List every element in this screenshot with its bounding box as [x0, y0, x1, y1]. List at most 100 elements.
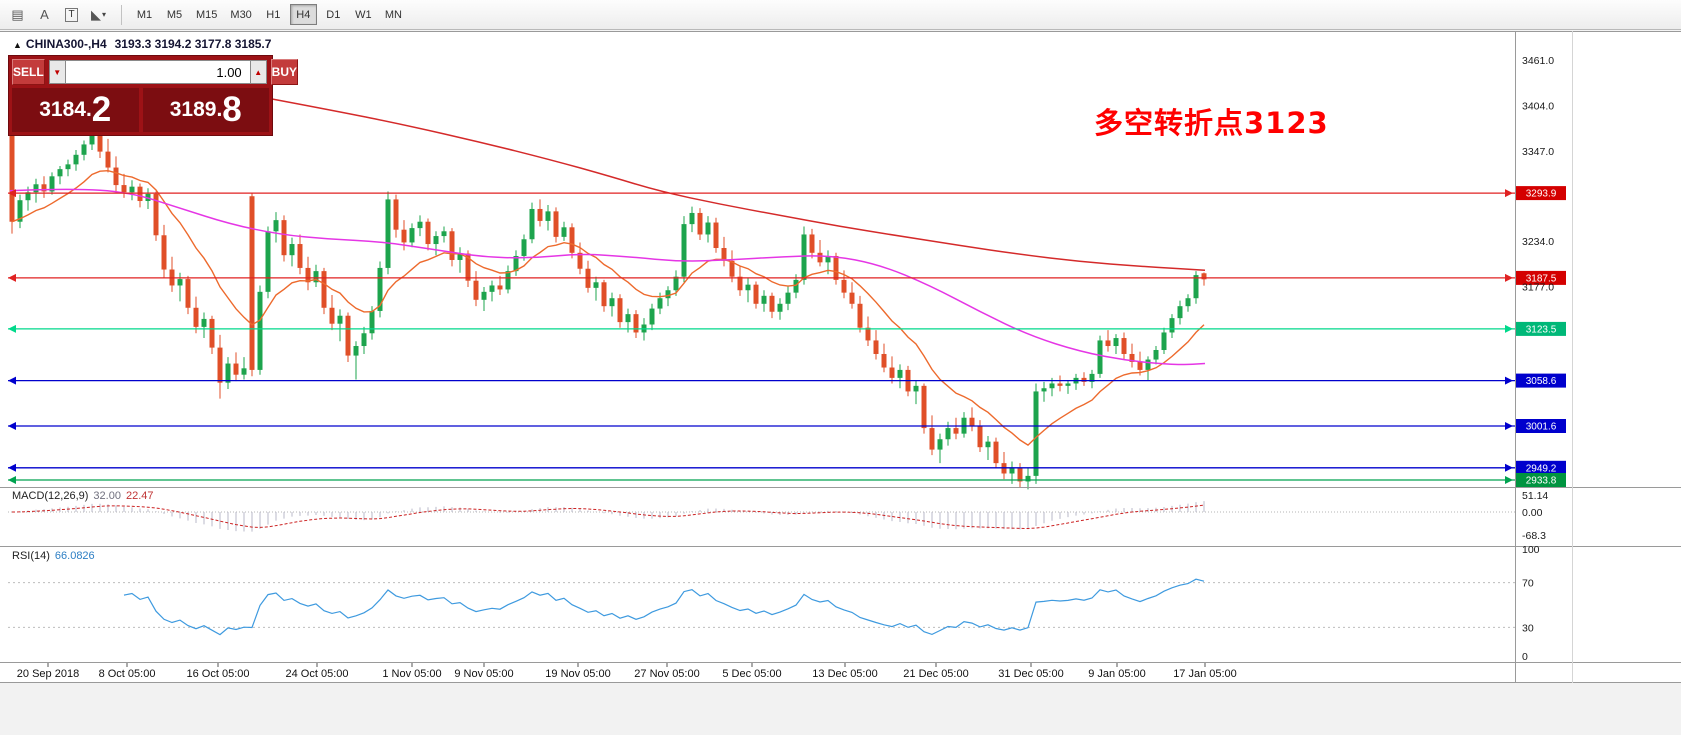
line-right-arrow-icon [1505, 189, 1513, 198]
symbol-period-label: CHINA300-,H4 [25, 37, 107, 51]
rsi-axis-label: 30 [1522, 622, 1534, 634]
date-label: 13 Dec 05:00 [812, 668, 877, 680]
macd-axis-label: -68.3 [1522, 530, 1546, 542]
svg-text:3177.0: 3177.0 [1522, 281, 1554, 293]
svg-text:3058.6: 3058.6 [1526, 376, 1557, 387]
chart-background [0, 31, 1681, 683]
svg-text:3187.5: 3187.5 [1526, 273, 1557, 284]
ma-mid-magenta [9, 188, 1206, 366]
arrow-tool-icon[interactable]: A [40, 7, 49, 22]
price-badge [1516, 186, 1566, 201]
date-label: 16 Oct 05:00 [187, 668, 250, 680]
date-label: 31 Dec 05:00 [998, 668, 1063, 680]
date-label: 5 Dec 05:00 [722, 668, 781, 680]
price-badge [1516, 373, 1566, 388]
line-left-arrow-icon [8, 273, 16, 282]
buy-price-box[interactable]: 3189. 8 [142, 88, 269, 132]
timeframe-H1[interactable]: H1 [266, 9, 281, 21]
date-label: 27 Nov 05:00 [634, 668, 699, 680]
price-badge [1516, 321, 1566, 336]
svg-text:2933.8: 2933.8 [1526, 476, 1557, 487]
line-right-arrow-icon [1505, 463, 1513, 472]
volume-increase-button[interactable]: ▲ [249, 60, 267, 84]
line-left-arrow-icon [8, 324, 16, 333]
quote-line: ▲ CHINA300-,H4 3193.3 3194.2 3177.8 3185.7 [13, 37, 271, 51]
timeframe-M30[interactable]: M30 [230, 9, 252, 21]
buy-price-prefix: 3189. [169, 98, 223, 121]
rsi-axis-label: 0 [1522, 651, 1528, 663]
sell-button[interactable]: SELL [12, 59, 45, 85]
line-left-arrow-icon [8, 422, 16, 430]
line-right-arrow-icon [1505, 476, 1513, 484]
price-axis: 3461.0 3404.0 3347.0 3234.0 3177.0 [1522, 55, 1554, 293]
timeframe-MN[interactable]: MN [384, 9, 402, 21]
sell-price-prefix: 3184. [39, 98, 92, 121]
svg-text:3347.0: 3347.0 [1522, 146, 1554, 158]
timeframe-M1[interactable]: M1 [136, 9, 153, 21]
sell-price-big-digit: 2 [91, 90, 112, 129]
timeframe-M15[interactable]: M15 [196, 9, 218, 21]
date-label: 17 Jan 05:00 [1173, 668, 1237, 680]
line-right-arrow-icon [1505, 324, 1513, 333]
ohlc-values: 3193.3 3194.2 3177.8 3185.7 [114, 37, 272, 51]
line-left-arrow-icon [8, 476, 16, 484]
toolbar: ▤ A T ◣ ▾ M1 M5 M15 M30 H1 H4 D1 W1 MN [0, 0, 1681, 30]
line-right-arrow-icon [1505, 422, 1513, 430]
date-label: 9 Jan 05:00 [1088, 668, 1146, 680]
rsi-indicator-label: RSI(14) 66.0826 [12, 550, 95, 562]
up-arrow-icon: ▲ [13, 40, 22, 50]
date-label: 19 Nov 05:00 [545, 668, 610, 680]
timeframe-buttons: M1 M5 M15 M30 H1 H4 D1 W1 MN [131, 4, 410, 25]
svg-text:3001.6: 3001.6 [1526, 422, 1557, 433]
svg-text:3293.9: 3293.9 [1526, 189, 1557, 200]
timeframe-M5[interactable]: M5 [166, 9, 183, 21]
date-label: 8 Oct 05:00 [99, 668, 156, 680]
price-badge [1516, 419, 1566, 433]
one-click-trading-panel: SELL ▼ ▲ BUY 3184.2 3189.8 [8, 55, 299, 136]
date-label: 1 Nov 05:00 [382, 668, 441, 680]
text-tool-icon[interactable]: T [58, 4, 85, 26]
rsi-line [123, 578, 1205, 636]
timeframe-D1[interactable]: D1 [326, 9, 341, 21]
chart-templates-icon[interactable]: ▤ [11, 6, 24, 22]
svg-text:3461.0: 3461.0 [1522, 55, 1554, 67]
volume-input[interactable] [65, 60, 250, 84]
buy-button[interactable]: BUY [270, 59, 299, 85]
line-left-arrow-icon [8, 376, 16, 385]
svg-text:2949.2: 2949.2 [1526, 463, 1557, 474]
date-label: 24 Oct 05:00 [286, 668, 349, 680]
date-label: 9 Nov 05:00 [454, 668, 513, 680]
macd-indicator-label: MACD(12,26,9) 32.00 22.47 [12, 490, 154, 502]
line-right-arrow-icon [1505, 376, 1513, 385]
date-label: 20 Sep 2018 [17, 668, 79, 680]
price-badge [1516, 460, 1566, 475]
line-left-arrow-icon [8, 189, 16, 198]
toolbar-tools: ▤ A T ◣ ▾ [4, 4, 112, 26]
horizontal-levels[interactable]: 3293.9 3187.5 3123.5 3058.6 3001.6 2949.2 2933… [8, 186, 1566, 487]
toolbar-separator [121, 4, 122, 25]
svg-text:3404.0: 3404.0 [1522, 100, 1554, 112]
svg-text:3123.5: 3123.5 [1526, 324, 1557, 335]
timeframe-W1[interactable]: W1 [355, 9, 372, 21]
price-badge [1516, 473, 1566, 487]
date-axis[interactable]: 20 Sep 2018 8 Oct 05:00 16 Oct 05:00 24 Oct… [17, 663, 1237, 680]
sell-price-box[interactable]: 3184. 2 [12, 88, 139, 132]
macd-signal-line [11, 504, 1205, 530]
date-label: 21 Dec 05:00 [903, 668, 968, 680]
price-badge [1516, 270, 1566, 285]
bottom-strip [0, 683, 1681, 735]
ma-slow-red [271, 98, 1206, 272]
volume-decrease-button[interactable]: ▼ [48, 60, 66, 84]
ma-fast-orange [11, 169, 1205, 446]
line-left-arrow-icon [8, 463, 16, 472]
timeframe-H4[interactable]: H4 [289, 4, 317, 25]
chart-annotation: 多空转折点3123 [1094, 106, 1329, 140]
shapes-tool-icon[interactable]: ◣ ▾ [90, 6, 106, 22]
svg-text:3234.0: 3234.0 [1522, 236, 1554, 248]
rsi-axis-label: 100 [1522, 544, 1540, 556]
macd-axis-label: 0.00 [1522, 507, 1543, 519]
buy-price-big-digit: 8 [222, 90, 242, 129]
rsi-axis-label: 70 [1522, 578, 1534, 590]
